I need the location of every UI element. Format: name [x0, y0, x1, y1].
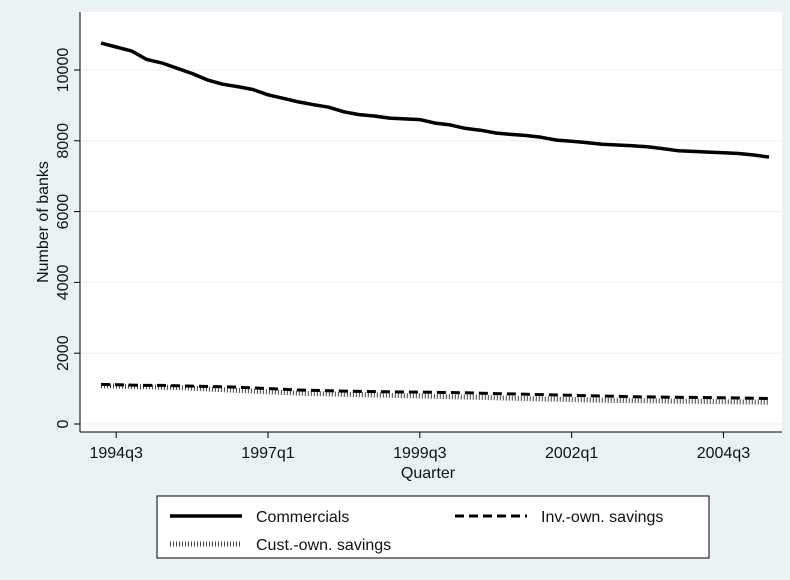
x-tick-label: 1997q1 — [241, 445, 294, 462]
legend: Commercials Inv.-own. savings Cust.-own. s… — [156, 495, 710, 559]
gridlines — [80, 69, 782, 425]
plot-area — [80, 12, 782, 432]
legend-label-cust-own-savings: Cust.-own. savings — [256, 537, 391, 554]
y-axis-title: Number of banks — [35, 161, 52, 283]
x-axis-title: Quarter — [401, 465, 456, 482]
y-tick-label: 6000 — [55, 194, 72, 230]
legend-label-commercials: Commercials — [256, 509, 349, 526]
y-tick-label: 8000 — [55, 123, 72, 159]
y-tick-label: 10000 — [55, 48, 72, 93]
x-tick-label: 1994q3 — [89, 445, 142, 462]
x-tick-label: 2002q1 — [545, 445, 598, 462]
x-tick-label: 2004q3 — [697, 445, 750, 462]
legend-box — [156, 495, 710, 559]
y-tick-label: 4000 — [55, 265, 72, 301]
y-tick-label: 0 — [55, 419, 72, 428]
series-lines — [100, 41, 770, 405]
x-tick-label: 1999q3 — [393, 445, 446, 462]
y-tick-label: 2000 — [55, 335, 72, 371]
series-line-cust-own-savings — [100, 383, 770, 405]
legend-label-inv-own-savings: Inv.-own. savings — [541, 509, 663, 526]
series-line-commercials — [100, 41, 770, 159]
axes: 0 2000 4000 6000 8000 10000 1994q3 1997q1 1999q3… — [55, 12, 782, 462]
